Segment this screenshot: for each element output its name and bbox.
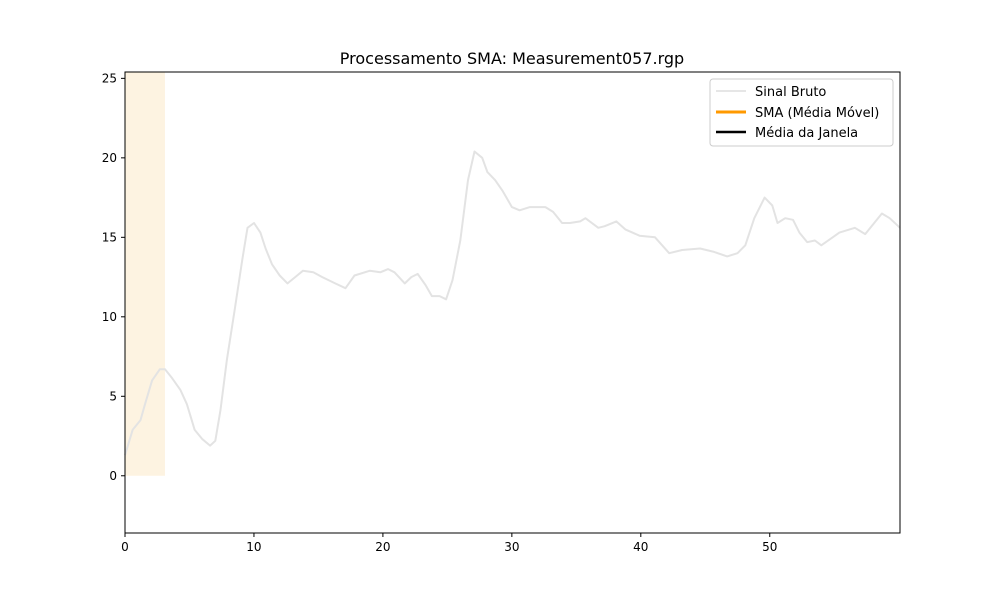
x-tick-label: 40: [633, 540, 648, 554]
axes-frame: [124, 71, 901, 534]
y-tick-label: 15: [102, 230, 117, 244]
x-tick-label: 50: [762, 540, 777, 554]
series-line-raw-signal: [124, 150, 901, 456]
legend-box: [709, 78, 894, 147]
legend-label-sma: SMA (Média Móvel): [755, 106, 879, 121]
x-tick-label: 10: [246, 540, 261, 554]
plot-area: 0 10 20 30 40 50 0 5 10 15 20 25: [102, 71, 901, 554]
x-tick-label: 20: [375, 540, 390, 554]
legend-label-raw: Sinal Bruto: [755, 85, 826, 100]
y-tick-label: 0: [109, 469, 117, 483]
legend-label-window-mean: Média da Janela: [755, 126, 858, 141]
x-tick-label: 0: [121, 540, 129, 554]
y-tick-label: 25: [102, 71, 117, 85]
legend: Sinal Bruto SMA (Média Móvel) Média da J…: [709, 78, 894, 147]
y-tick-label: 20: [102, 151, 117, 165]
y-tick-label: 5: [109, 389, 117, 403]
x-tick-label: 30: [504, 540, 519, 554]
highlight-span: [125, 72, 165, 476]
y-tick-label: 10: [102, 310, 117, 324]
chart-title: Processamento SMA: Measurement057.rgp: [340, 49, 684, 68]
